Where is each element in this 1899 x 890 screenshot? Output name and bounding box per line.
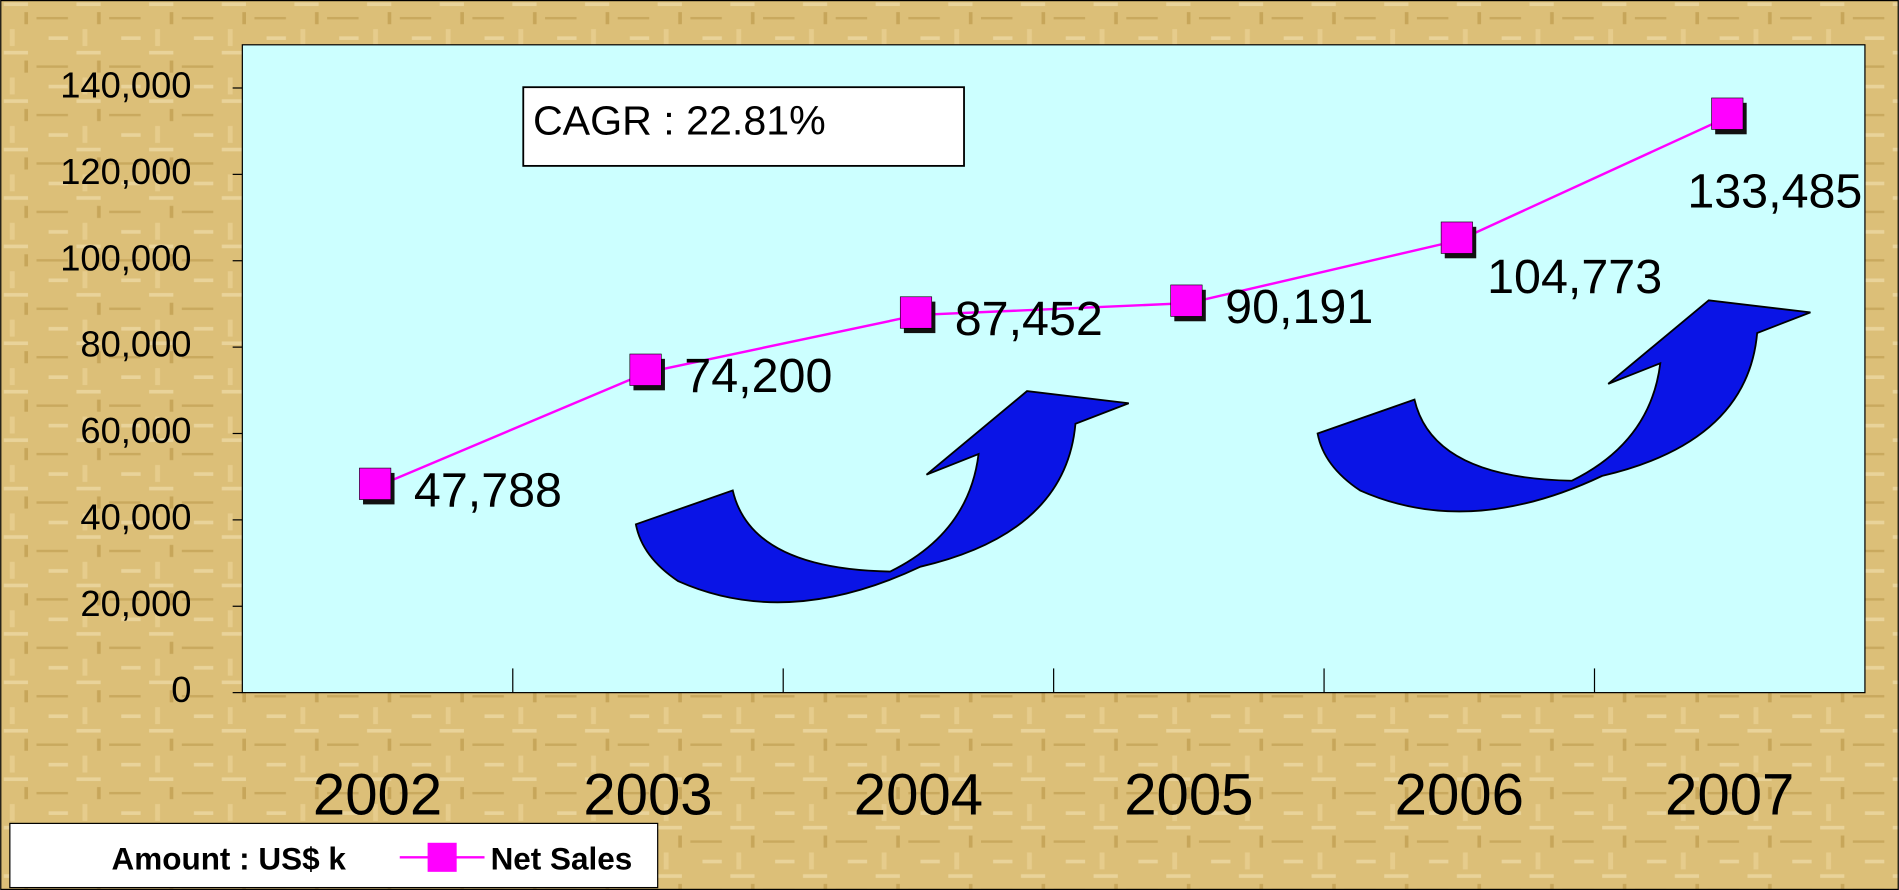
x-tick-label: 2003: [583, 763, 712, 828]
arrow: [634, 390, 1130, 604]
x-tick-label: 2007: [1665, 763, 1794, 828]
x-tick-label: 2005: [1124, 763, 1253, 828]
data-label: 74,200: [684, 349, 832, 403]
annotation: CAGR : 22.81%: [533, 97, 826, 143]
marker: [629, 353, 662, 386]
y-tick-label: 100,000: [60, 237, 191, 278]
marker: [359, 467, 392, 500]
y-tick-label: 60,000: [80, 410, 191, 451]
arrow: [1316, 299, 1811, 513]
y-tick-label: 120,000: [60, 151, 191, 192]
x-tick-label: 2004: [854, 763, 983, 828]
legend-box: [9, 822, 659, 889]
x-tick-label: 2006: [1395, 763, 1524, 828]
plot-area: [241, 44, 1866, 694]
data-label: 104,773: [1487, 250, 1662, 304]
y-tick-label: 0: [171, 669, 191, 710]
legend-marker: [427, 842, 457, 872]
y-tick-label: 20,000: [80, 583, 191, 624]
marker: [1170, 284, 1203, 317]
marker: [899, 296, 933, 329]
data-label: 87,452: [955, 292, 1103, 346]
data-label: 90,191: [1225, 280, 1373, 334]
data-label: 133,485: [1687, 165, 1862, 219]
plot-layer: 0 20,000 40,000 60,000 80,000 100,000 120,000 1…: [60, 65, 1862, 828]
series-line: [377, 115, 1731, 488]
annotation-box: [522, 86, 965, 167]
marker: [1711, 97, 1744, 130]
y-tick-label: 40,000: [80, 496, 191, 537]
decor-arrows: [634, 299, 1811, 604]
legend-label: Net Sales: [491, 841, 633, 876]
marker: [1440, 221, 1473, 254]
data-label: 47,788: [414, 463, 562, 517]
unit-note: Amount : US$ k: [112, 841, 347, 876]
x-tick-label: 2002: [313, 763, 442, 828]
y-tick-label: 140,000: [60, 65, 191, 106]
y-tick-label: 80,000: [80, 324, 191, 365]
